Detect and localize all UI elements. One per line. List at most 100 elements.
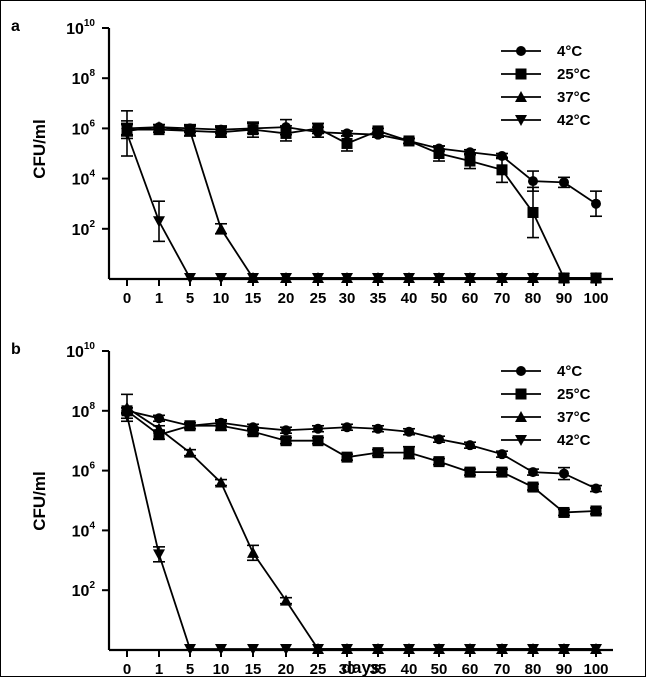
series-triangle-up: [121, 121, 602, 283]
legend-item: 42°C: [501, 432, 591, 449]
data-point: [153, 422, 165, 434]
y-tick-label: 108: [72, 401, 96, 421]
data-point: [464, 644, 476, 655]
data-point: [184, 644, 196, 655]
data-point: [280, 127, 292, 139]
x-tick-label: 70: [494, 290, 511, 307]
series-line: [126, 133, 596, 279]
data-point: [590, 644, 602, 655]
data-point: [341, 644, 353, 655]
data-point: [184, 124, 196, 136]
data-point: [247, 273, 259, 284]
x-tick-label: 35: [370, 290, 387, 307]
data-point: [496, 164, 508, 176]
x-tick-label: 25: [310, 290, 327, 307]
data-point: [433, 456, 445, 468]
x-tick-label: 10: [213, 290, 230, 307]
legend-marker: [515, 68, 527, 80]
data-point: [312, 122, 324, 134]
legend-item: 37°C: [501, 89, 591, 106]
panel-label: a: [11, 18, 20, 35]
data-point: [403, 135, 415, 147]
data-point: [215, 126, 227, 138]
x-tick-label: 100: [583, 661, 608, 678]
y-tick-label: 104: [72, 520, 96, 540]
x-tick-label: 50: [431, 661, 448, 678]
y-tick-label: 108: [72, 68, 96, 88]
data-point: [280, 644, 292, 655]
legend-marker: [516, 46, 526, 56]
data-point: [341, 451, 353, 463]
data-point: [153, 121, 165, 133]
legend-marker: [516, 366, 526, 376]
legend-label: 37°C: [557, 89, 591, 106]
y-tick-label: 1010: [66, 18, 95, 38]
x-tick-label: 40: [401, 661, 418, 678]
x-tick-label: 20: [278, 661, 295, 678]
data-point: [591, 483, 601, 494]
data-point: [591, 198, 601, 209]
data-point: [153, 429, 165, 441]
x-tick-label: 35: [370, 661, 387, 678]
data-point: [247, 546, 259, 558]
data-point: [153, 549, 165, 561]
data-point: [434, 434, 444, 445]
data-point: [215, 420, 227, 432]
data-point: [527, 644, 539, 655]
series-line: [126, 409, 597, 490]
x-tick-label: 1: [155, 290, 163, 307]
y-axis-label: CFU/ml: [30, 471, 49, 531]
data-point: [403, 644, 415, 655]
data-point: [559, 468, 569, 479]
panel-label: b: [11, 341, 21, 358]
data-point: [313, 423, 323, 434]
x-tick-label: 10: [213, 661, 230, 678]
data-point: [528, 176, 538, 187]
data-point: [312, 644, 324, 655]
data-point: [342, 422, 352, 433]
data-point: [528, 467, 538, 478]
data-point: [497, 151, 507, 162]
legend-item: 25°C: [501, 386, 591, 403]
legend-item: 4°C: [501, 43, 582, 60]
series-line: [126, 410, 597, 514]
x-tick-label: 70: [494, 661, 511, 678]
data-point: [464, 466, 476, 478]
data-point: [280, 435, 292, 447]
x-tick-label: 90: [556, 661, 573, 678]
data-point: [184, 446, 196, 458]
x-tick-label: 30: [339, 661, 356, 678]
data-point: [527, 206, 539, 218]
data-point: [121, 128, 133, 140]
data-point: [215, 476, 227, 488]
series-line: [126, 126, 597, 205]
x-tick-label: 15: [245, 661, 262, 678]
y-tick-label: 102: [72, 580, 96, 600]
data-point: [464, 155, 476, 167]
legend-item: 42°C: [501, 112, 591, 129]
legend-label: 42°C: [557, 432, 591, 449]
data-point: [121, 401, 133, 413]
legend-label: 25°C: [557, 66, 591, 83]
data-point: [527, 273, 539, 284]
legend-marker: [515, 435, 527, 446]
x-tick-label: 80: [525, 661, 542, 678]
x-tick-label: 20: [278, 290, 295, 307]
series-line: [127, 127, 596, 279]
data-point: [465, 440, 475, 451]
x-tick-label: 60: [462, 290, 479, 307]
data-point: [497, 449, 507, 460]
data-point: [247, 426, 259, 438]
series-square: [121, 121, 602, 284]
data-point: [590, 505, 602, 517]
legend-label: 4°C: [557, 363, 582, 380]
x-tick-label: 40: [401, 290, 418, 307]
data-point: [558, 506, 570, 518]
data-point: [215, 644, 227, 655]
series-triangle-up: [121, 393, 602, 654]
data-point: [433, 273, 445, 284]
data-point: [280, 273, 292, 284]
x-tick-label: 5: [186, 661, 194, 678]
